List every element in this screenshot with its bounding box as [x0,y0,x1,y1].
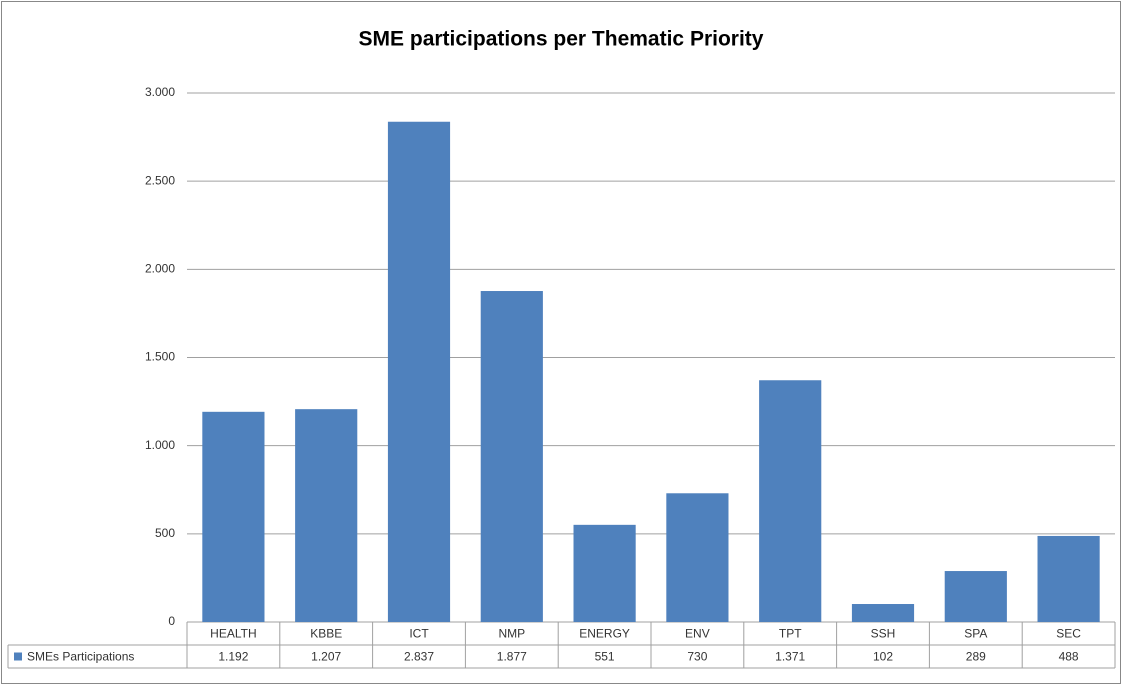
data-table-value: 2.837 [404,650,434,664]
data-table-value: 102 [873,650,893,664]
bar [202,411,265,622]
data-table-value: 1.371 [775,650,805,664]
y-tick-label: 500 [155,526,175,540]
bar [759,380,822,622]
x-tick-label: ENV [685,627,710,641]
x-tick-label: NMP [498,627,525,641]
bar [387,121,451,622]
legend-key [14,652,22,661]
y-tick-label: 1.500 [145,350,175,364]
data-table-value: 1.192 [218,650,248,664]
bar [1037,535,1100,622]
data-table-value: 730 [687,650,707,664]
bar [851,604,915,622]
chart-title: SME participations per Thematic Priority [359,28,764,51]
y-tick-label: 2.500 [145,173,175,187]
bar [480,291,543,622]
x-tick-label: HEALTH [210,627,256,641]
data-table-value: 488 [1059,650,1079,664]
x-tick-label: KBBE [310,627,342,641]
bar [295,409,358,622]
x-tick-label: SEC [1056,627,1081,641]
y-tick-label: 1.000 [145,438,175,452]
data-table-value: 1.207 [311,650,341,664]
y-tick-label: 3.000 [145,85,175,99]
bar [944,571,1007,622]
x-tick-label: SPA [964,627,987,641]
data-table-value: 551 [595,650,615,664]
bar [573,524,636,622]
data-table-value: 289 [966,650,986,664]
y-tick-label: 0 [168,614,175,628]
x-tick-label: SSH [871,627,896,641]
x-tick-label: TPT [779,627,802,641]
bar [666,493,729,622]
x-tick-label: ICT [409,627,429,641]
legend-label: SMEs Participations [27,650,134,664]
y-tick-label: 2.000 [145,262,175,276]
data-table-value: 1.877 [497,650,527,664]
x-tick-label: ENERGY [579,627,630,641]
